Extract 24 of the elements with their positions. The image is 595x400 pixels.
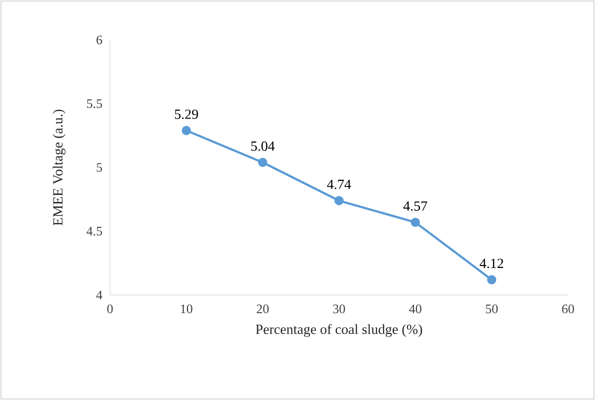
data-label: 5.29	[174, 110, 198, 120]
y-tick-label: 4.5	[86, 226, 102, 236]
point	[487, 275, 496, 284]
x-axis-title: Percentage of coal sludge (%)	[256, 324, 422, 337]
x-tick-label: 20	[256, 304, 269, 314]
data-label: 4.74	[327, 180, 352, 190]
x-tick-label: 60	[562, 304, 574, 314]
y-tick-label: 5.5	[87, 99, 102, 108]
data-label: 4.57	[403, 201, 428, 211]
point	[182, 126, 191, 136]
x-tick-label: 50	[486, 304, 498, 314]
x-tick-label: 0	[107, 304, 113, 314]
x-tick-label: 40	[409, 304, 422, 314]
y-tick-label: 6	[96, 36, 102, 44]
y-tick-label: 4	[96, 290, 102, 300]
point	[410, 218, 420, 227]
data-label: 5.04	[251, 141, 275, 151]
y-axis-title: EMEE Voltage (a.u.)	[52, 110, 66, 226]
point	[258, 158, 268, 167]
y-tick-label: 5	[96, 163, 102, 172]
x-tick-label: 10	[181, 304, 192, 314]
data-label: 4.12	[480, 258, 504, 268]
x-tick-label: 30	[333, 304, 345, 314]
point	[334, 196, 344, 206]
